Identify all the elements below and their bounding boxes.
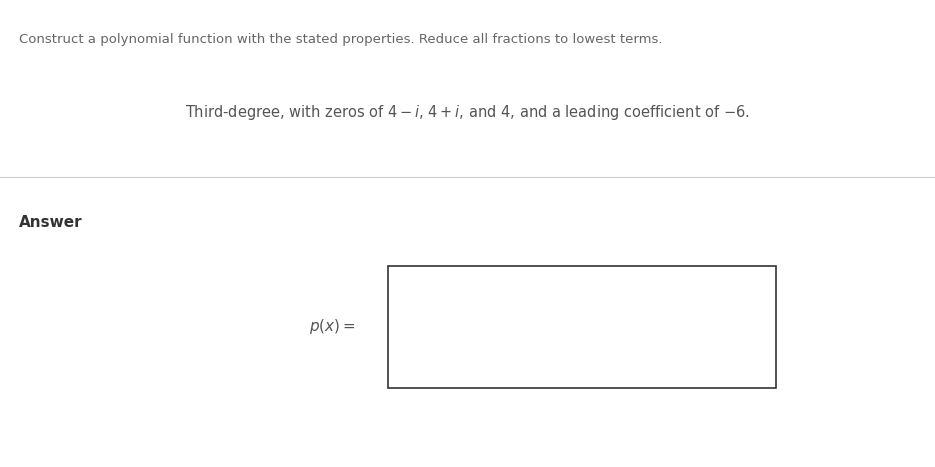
Text: Third-degree, with zeros of $4-i$, $4+i$, and 4, and a leading coefficient of $-: Third-degree, with zeros of $4-i$, $4+i$… <box>185 103 750 121</box>
FancyBboxPatch shape <box>388 266 776 388</box>
Text: $p(x) =$: $p(x) =$ <box>309 318 355 336</box>
Text: Construct a polynomial function with the stated properties. Reduce all fractions: Construct a polynomial function with the… <box>19 33 662 46</box>
Text: Answer: Answer <box>19 215 82 230</box>
